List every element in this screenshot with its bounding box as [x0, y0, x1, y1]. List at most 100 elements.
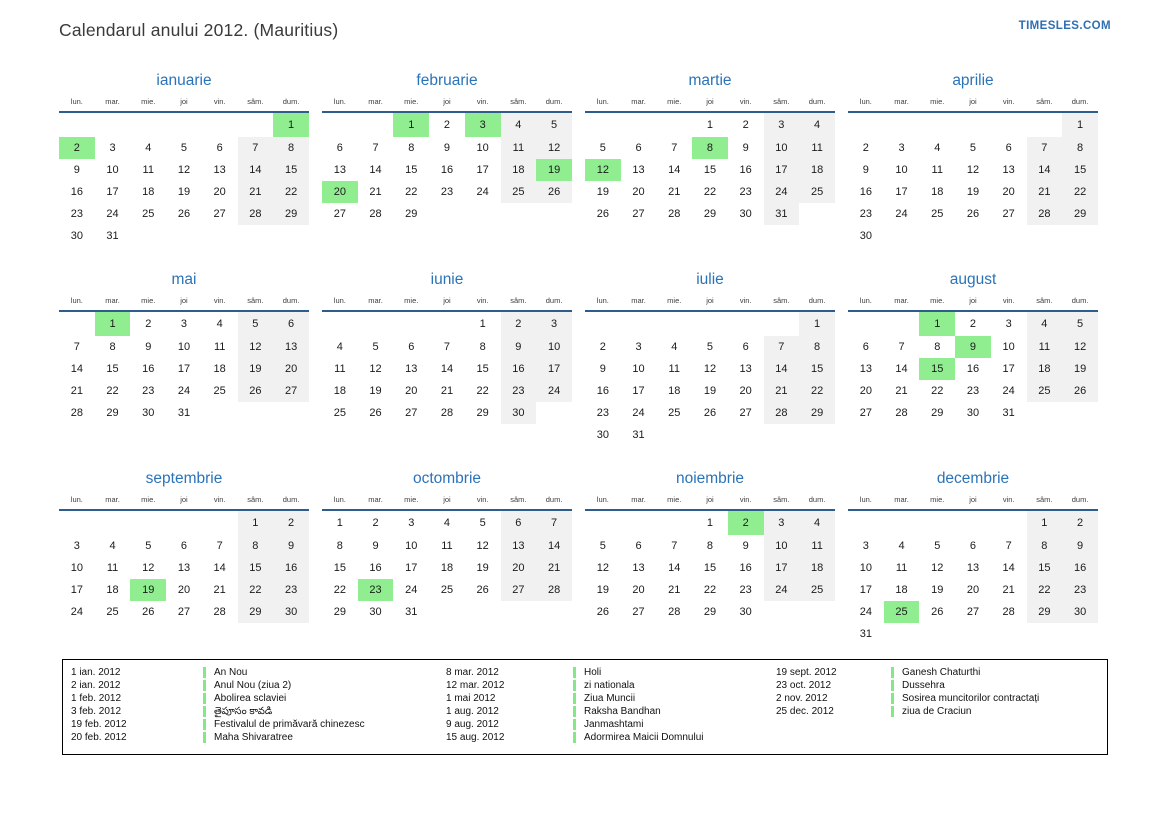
day-cell: 14 [1026, 159, 1063, 181]
empty-day-cell [1027, 225, 1063, 247]
legend-holiday-label: Maha Shivaratree [214, 732, 293, 743]
day-cell: 4 [799, 510, 835, 535]
month-table: lun. mar. mie. joi vin. sâm. dum. 1 2 3 4 5 6 7 8 9 10 11… [59, 296, 309, 424]
day-cell-holiday: 2 [59, 137, 95, 159]
weekday-label: sâm. [773, 97, 790, 106]
day-cell-holiday: 15 [919, 358, 956, 380]
weekday-label: dum. [808, 495, 826, 504]
week-row: 8 9 10 11 12 13 14 [322, 535, 572, 557]
day-cell: 3 [73, 540, 80, 552]
day-cell: 23 [70, 208, 83, 220]
day-cell: 19 [369, 385, 382, 397]
month-table: lun. mar. mie. joi vin. sâm. dum. 1 2 3 4 5 6 7 8 9 10 11… [322, 97, 572, 225]
empty-day-cell [166, 225, 202, 247]
week-row: 21 22 23 24 25 26 27 [59, 380, 309, 402]
month-septembrie: septembrie lun. mar. mie. joi vin. sâm. dum. 1 2 3… [59, 470, 309, 645]
week-row: 7 8 9 10 11 12 13 [59, 336, 309, 358]
day-cell: 3 [763, 112, 800, 137]
day-cell: 13 [966, 562, 980, 574]
day-cell: 31 [1002, 407, 1015, 419]
empty-day-cell [919, 225, 955, 247]
day-cell: 7 [372, 142, 379, 154]
legend-bar-icon [891, 693, 894, 704]
day-cell: 5 [706, 341, 714, 353]
legend-holiday-label: Dussehra [902, 680, 945, 691]
empty-day-cell [585, 510, 621, 535]
legend-group: 19 sept. 2012 Ganesh Chaturthi 23 oct. 201… [776, 666, 1099, 718]
weekday-label: sâm. [510, 495, 527, 504]
day-cell: 23 [739, 186, 752, 198]
day-cell: 8 [706, 540, 714, 552]
day-cell: 2 [500, 311, 537, 336]
weekday-label: lun. [859, 495, 872, 504]
weekday-header-row: lun. mar. mie. joi vin. sâm. dum. [848, 495, 1098, 510]
day-cell-holiday: 1 [94, 311, 131, 336]
day-cell: 8 [109, 341, 116, 353]
week-row: 1 [848, 112, 1098, 137]
week-row: 27 28 29 30 31 [848, 402, 1098, 424]
legend-date: 15 aug. 2012 [446, 732, 505, 743]
day-cell: 17 [895, 186, 908, 198]
day-cell: 30 [142, 407, 155, 419]
weekday-label: vin. [213, 97, 226, 106]
weekday-header-row: lun. mar. mie. joi vin. sâm. dum. [59, 296, 309, 311]
legend-date: 19 sept. 2012 [776, 667, 837, 678]
weekday-header-row: lun. mar. mie. joi vin. sâm. dum. [848, 97, 1098, 112]
day-cell: 24 [763, 181, 800, 203]
empty-day-cell [764, 311, 800, 336]
empty-day-cell [799, 601, 835, 623]
weekday-header-row: lun. mar. mie. joi vin. sâm. dum. [322, 495, 572, 510]
weekday-label: vin. [1002, 97, 1015, 106]
empty-day-cell [358, 112, 394, 137]
empty-day-cell [536, 203, 572, 225]
day-cell: 10 [895, 164, 908, 176]
day-cell: 9 [500, 336, 537, 358]
legend-holiday-name: Ziua Muncii [573, 692, 776, 705]
day-cell: 15 [237, 557, 274, 579]
legend-bar-icon [573, 719, 576, 730]
day-cell: 17 [70, 584, 83, 596]
weekday-label: mar. [368, 97, 383, 106]
brand-link[interactable]: TIMESLES.COM [1018, 20, 1111, 32]
day-cell: 6 [1005, 142, 1012, 154]
day-cell: 29 [333, 606, 346, 618]
day-cell: 15 [703, 164, 717, 176]
empty-day-cell [621, 510, 657, 535]
day-cell: 17 [763, 557, 800, 579]
week-row: 17 18 19 20 21 22 23 [59, 579, 309, 601]
month-table: lun. mar. mie. joi vin. sâm. dum. 1 2 3 4 5 6 7 8 9 10 11… [322, 495, 572, 623]
day-cell: 31 [106, 230, 119, 242]
empty-day-cell [991, 225, 1027, 247]
day-cell: 19 [966, 186, 980, 198]
day-cell: 9 [742, 540, 749, 552]
week-row: 15 16 17 18 19 20 21 [322, 557, 572, 579]
legend-holiday-label: Janmashtami [584, 719, 644, 730]
day-cell: 27 [859, 407, 872, 419]
empty-day-cell [728, 311, 764, 336]
week-row: 28 29 30 31 [59, 402, 309, 424]
day-cell: 5 [599, 142, 606, 154]
empty-day-cell [202, 402, 238, 424]
day-cell: 30 [500, 402, 537, 424]
day-cell: 4 [336, 341, 343, 353]
day-cell: 30 [369, 606, 382, 618]
empty-day-cell [955, 225, 991, 247]
weekday-label: lun. [70, 296, 83, 305]
legend-bar-icon [203, 680, 206, 691]
legend-holiday-label: Raksha Bandhan [584, 706, 661, 717]
day-cell: 4 [216, 318, 223, 330]
week-row: 16 17 18 19 20 21 22 [59, 181, 309, 203]
legend-holiday-name: Abolirea sclaviei [203, 692, 446, 705]
day-cell: 6 [273, 311, 309, 336]
day-cell: 15 [1062, 159, 1098, 181]
day-cell: 28 [440, 407, 454, 419]
day-cell: 28 [895, 407, 908, 419]
day-cell: 28 [668, 208, 681, 220]
weekday-label: dum. [282, 296, 300, 305]
empty-day-cell [656, 311, 692, 336]
legend-holiday-name: Dussehra [891, 679, 1099, 692]
empty-day-cell [621, 112, 657, 137]
